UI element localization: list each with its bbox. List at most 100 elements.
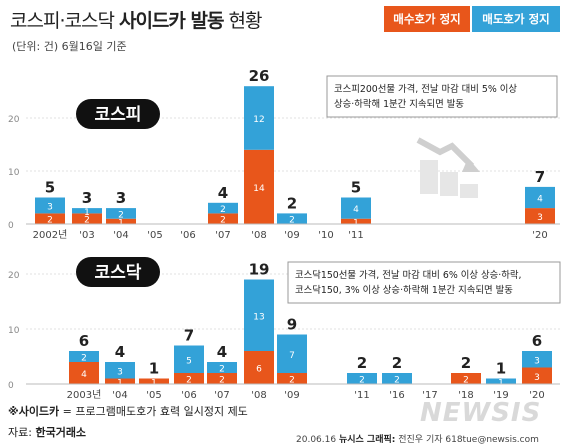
kosdaq-bar-buy: [174, 373, 204, 384]
kospi-total-label: 3: [82, 189, 92, 207]
kosdaq-label-sell: 7: [289, 351, 295, 361]
unit-subtitle: (단위: 건) 6월16일 기준: [12, 40, 127, 53]
kosdaq-total-label: 4: [217, 343, 227, 361]
kosdaq-label-sell: 3: [117, 367, 123, 377]
kospi-market-label: 코스피: [95, 105, 142, 125]
kosdaq-x-tick: '18: [458, 390, 473, 401]
kospi-x-tick: '05: [147, 230, 162, 241]
kosdaq-x-tick: '11: [354, 390, 369, 401]
kosdaq-bar-sell: [486, 378, 516, 384]
kospi-total-label: 7: [535, 168, 545, 186]
kospi-x-tick: '07: [215, 230, 230, 241]
kosdaq-label-sell: 2: [219, 365, 225, 375]
kospi-total-label: 2: [287, 194, 297, 212]
kosdaq-label-buy: 1: [151, 378, 157, 388]
kosdaq-bar-buy: [451, 373, 481, 384]
kospi-label-buy: 14: [253, 184, 265, 194]
kospi-label-sell: 4: [353, 205, 359, 215]
kosdaq-total-label: 6: [79, 332, 89, 350]
kospi-bar-sell: [525, 186, 555, 209]
decor-bar: [420, 160, 438, 194]
kospi-bar-buy: [341, 218, 371, 224]
kosdaq-bar-sell: [382, 373, 412, 384]
legend-buy: 매수호가 정지: [384, 6, 470, 32]
kosdaq-label-sell: 13: [253, 312, 264, 322]
kospi-y-tick: 10: [8, 168, 20, 178]
kospi-annotation-box: [326, 75, 558, 118]
credit: 20.06.16 뉴시스 그래픽: 전진우 기자 618tue@newsis.c…: [296, 432, 539, 445]
kosdaq-bar-buy: [244, 351, 274, 384]
kosdaq-bar-sell: [69, 351, 99, 362]
kospi-label-sell: 4: [537, 195, 543, 205]
kospi-bar-sell: [277, 213, 307, 224]
kosdaq-x-tick: '17: [422, 390, 437, 401]
kospi-annotation-line: 코스피200선물 가격, 전날 마감 대비 5% 이상: [334, 83, 517, 95]
kospi-bar-buy: [72, 213, 102, 224]
title-light: 코스피·코스닥: [10, 10, 115, 32]
decor-arrow: [416, 137, 475, 169]
credit-date: 20.06.16: [296, 435, 337, 445]
kosdaq-total-label: 1: [496, 360, 506, 378]
kospi-label-sell: 3: [47, 202, 53, 212]
kosdaq-total-label: 2: [461, 354, 471, 372]
kosdaq-x-tick: '05: [146, 390, 161, 401]
page-title: 코스피·코스닥 사이드카 발동 현황: [10, 6, 262, 33]
kosdaq-total-label: 1: [149, 360, 159, 378]
kosdaq-x-tick: '08: [251, 390, 266, 401]
kosdaq-label-sell: 3: [534, 356, 540, 366]
kospi-label-sell: 2: [118, 210, 124, 220]
kosdaq-label-sell: 2: [81, 354, 87, 364]
kosdaq-bar-buy: [69, 362, 99, 384]
kosdaq-total-label: 7: [184, 327, 194, 345]
kospi-bar-buy: [106, 218, 136, 224]
kosdaq-y-tick: 10: [8, 326, 20, 336]
kosdaq-label-buy: 2: [463, 376, 469, 386]
kosdaq-x-tick: '04: [112, 390, 127, 401]
kospi-bar-sell: [208, 202, 238, 214]
kosdaq-bar-buy: [105, 378, 135, 384]
kospi-label-pill: [76, 99, 160, 129]
kosdaq-x-tick: '07: [214, 390, 229, 401]
kospi-x-tick: '09: [284, 230, 299, 241]
kosdaq-bar-sell: [522, 351, 552, 368]
kosdaq-label-buy: 3: [534, 373, 540, 383]
kosdaq-y-tick: 20: [8, 271, 20, 281]
kosdaq-label-buy: 6: [256, 365, 262, 375]
kosdaq-total-label: 4: [115, 343, 125, 361]
kospi-x-tick: '11: [348, 230, 363, 241]
kospi-bar-sell: [244, 86, 274, 150]
kospi-label-buy: 1: [118, 218, 124, 228]
kospi-total-label: 26: [249, 67, 270, 85]
kosdaq-bar-sell: [105, 362, 135, 379]
kosdaq-total-label: 19: [249, 261, 270, 279]
kospi-label-buy: 1: [353, 218, 359, 228]
kosdaq-total-label: 6: [532, 332, 542, 350]
kospi-total-label: 5: [45, 179, 55, 197]
kosdaq-label-buy: 2: [219, 376, 225, 386]
kospi-label-buy: 2: [220, 216, 226, 226]
source-label: 자료:: [8, 426, 36, 439]
footnote-text: = 프로그램매도호가 효력 일시정지 제도: [59, 405, 248, 418]
kosdaq-market-label: 코스닥: [95, 263, 142, 283]
decor-arrowhead: [462, 158, 480, 172]
kosdaq-label-pill: [76, 257, 160, 287]
kospi-y-tick: 20: [8, 115, 20, 125]
kosdaq-x-tick: '06: [181, 390, 196, 401]
kosdaq-bar-sell: [347, 373, 377, 384]
kosdaq-annotation-box: [287, 261, 561, 304]
kospi-bar-buy: [525, 208, 555, 224]
kosdaq-x-tick: 2003년: [67, 389, 102, 401]
credit-person: 전진우 기자 618tue@newsis.com: [398, 435, 539, 445]
kospi-bar-buy: [208, 213, 238, 224]
kospi-x-tick: 2002년: [33, 229, 68, 241]
kosdaq-label-buy: 4: [81, 370, 87, 380]
kospi-bar-sell: [72, 208, 102, 214]
kosdaq-x-tick: '16: [389, 390, 404, 401]
decor-bar: [460, 184, 478, 198]
kosdaq-total-label: 2: [357, 354, 367, 372]
kospi-bar-sell: [341, 197, 371, 219]
source-name: 한국거래소: [35, 426, 87, 439]
credit-agency: 뉴시스 그래픽:: [338, 435, 396, 445]
kosdaq-bar-buy: [522, 367, 552, 384]
kospi-bar-buy: [244, 149, 274, 224]
